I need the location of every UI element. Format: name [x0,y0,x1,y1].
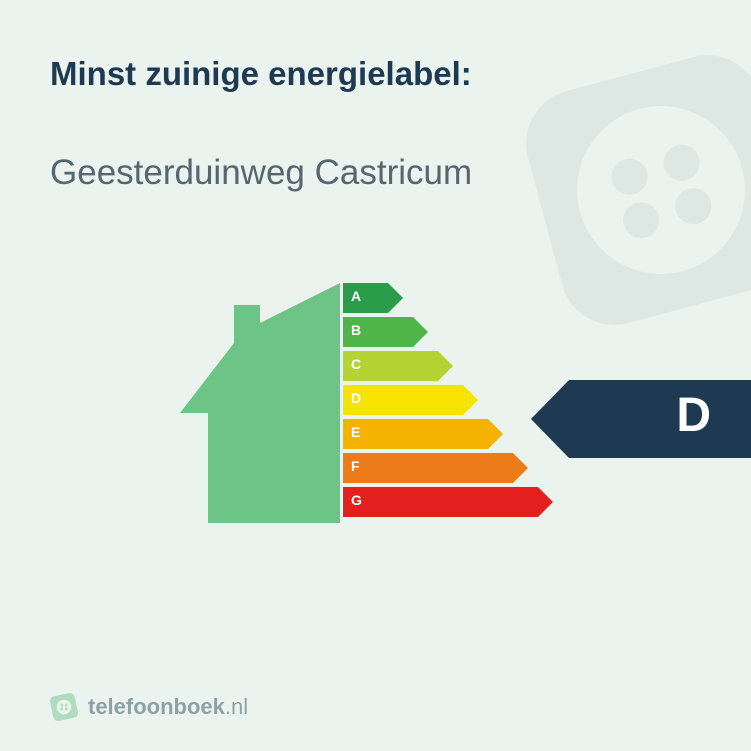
energy-bar-label: C [351,356,361,372]
card-content: Minst zuinige energielabel: Geesterduinw… [0,0,751,751]
rating-letter: D [676,388,711,443]
card-subtitle: Geesterduinweg Castricum [50,153,701,193]
house-icon [180,283,340,523]
energy-bar-label: D [351,390,361,406]
footer-brand-bold: telefoonboek [88,694,225,719]
footer-logo-icon [50,693,78,721]
footer-brand: telefoonboek.nl [88,694,248,720]
card-title: Minst zuinige energielabel: [50,55,701,93]
energy-bar-label: F [351,458,360,474]
energy-bar-label: G [351,492,362,508]
energy-bar-label: E [351,424,360,440]
energy-bar-label: A [351,288,361,304]
footer: telefoonboek.nl [50,693,248,721]
footer-brand-light: .nl [225,694,248,719]
energy-bar-label: B [351,322,361,338]
rating-tag: D [531,380,751,458]
